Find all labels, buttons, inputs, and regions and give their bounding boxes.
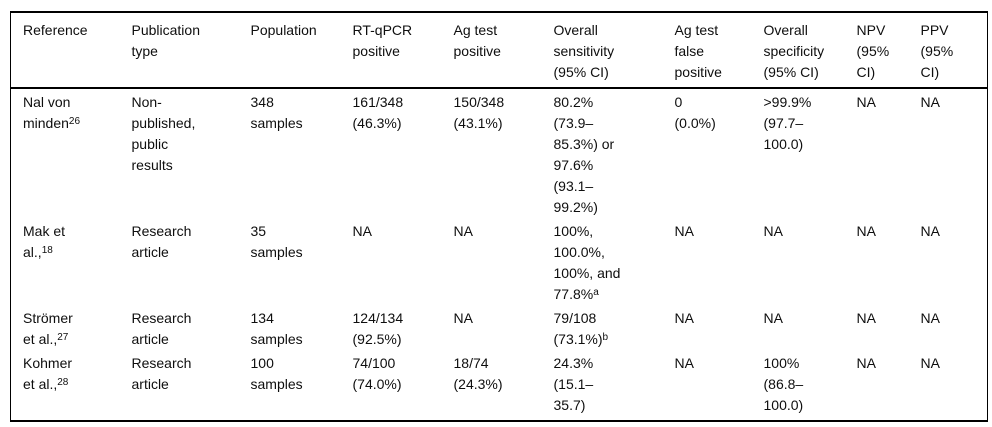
superscript-note: b bbox=[602, 331, 609, 343]
superscript-note: 18 bbox=[41, 244, 53, 256]
table-cell: 35 samples bbox=[250, 223, 303, 260]
table-cell: 124/134 (92.5%) bbox=[352, 310, 404, 347]
table-cell: NA bbox=[674, 223, 694, 239]
superscript-note: 26 bbox=[68, 115, 81, 127]
header-row: Reference Publication type Population RT-qPC… bbox=[10, 12, 988, 89]
table-cell: 100 samples bbox=[250, 355, 303, 392]
column-header: NPV (95% CI) bbox=[856, 12, 921, 89]
table-cell: >99.9% (97.7– 100.0) bbox=[763, 94, 812, 152]
table-body: Nal von minden26 Non-published, public resul… bbox=[11, 88, 988, 421]
table-cell: NA bbox=[674, 355, 694, 371]
table-cell: Research article bbox=[131, 355, 192, 392]
table-cell: NA bbox=[453, 310, 473, 326]
table-cell: 24.3% (15.1– 35.7) bbox=[553, 355, 594, 413]
table-cell: NA bbox=[920, 310, 940, 326]
table-cell: 18/74 (24.3%) bbox=[453, 355, 503, 392]
superscript-note: a bbox=[593, 286, 599, 298]
table-cell: Nal von minden26 bbox=[23, 94, 81, 131]
column-header: Population bbox=[250, 12, 353, 89]
table-cell: NA bbox=[856, 355, 876, 371]
column-header: Ag test positive bbox=[453, 12, 554, 89]
table-cell: NA bbox=[763, 223, 783, 239]
table-row: Kohmer et al.,28 Research article 100 samples… bbox=[11, 350, 988, 421]
column-header: Ag test false positive bbox=[674, 12, 764, 89]
table-row: Strömer et al.,27 Research article 134 sample… bbox=[11, 305, 988, 350]
column-header: Publication type bbox=[131, 12, 251, 89]
table-header: Reference Publication type Population RT-qPC… bbox=[10, 12, 988, 89]
column-header: Reference bbox=[10, 12, 132, 89]
superscript-note: 28 bbox=[57, 376, 69, 388]
results-table: Reference Publication type Population RT-qPC… bbox=[10, 11, 988, 422]
table-cell: 161/348 (46.3%) bbox=[352, 94, 404, 131]
table-cell: 348 samples bbox=[250, 94, 303, 131]
table-cell: 0 (0.0%) bbox=[674, 94, 716, 131]
table-cell: NA bbox=[856, 94, 876, 110]
column-header: PPV (95% CI) bbox=[920, 12, 988, 89]
table-cell: NA bbox=[856, 223, 876, 239]
table-cell: 79/108 (73.1%)b bbox=[553, 310, 609, 347]
table-cell: NA bbox=[674, 310, 694, 326]
table-cell: NA bbox=[920, 223, 940, 239]
table-row: Nal von minden26 Non-published, public resul… bbox=[11, 88, 988, 218]
table-cell: Research article bbox=[131, 223, 192, 260]
table-container: Reference Publication type Population RT-qPC… bbox=[10, 11, 988, 422]
column-header: RT-qPCR positive bbox=[352, 12, 454, 89]
table-cell: 100%, 100.0%, 100%, and 77.8%a bbox=[553, 223, 621, 302]
superscript-note: 27 bbox=[57, 331, 69, 343]
table-cell: NA bbox=[763, 310, 783, 326]
table-cell: 134 samples bbox=[250, 310, 303, 347]
table-cell: NA bbox=[920, 94, 940, 110]
table-cell: Strömer et al.,27 bbox=[23, 310, 73, 347]
table-cell: NA bbox=[453, 223, 473, 239]
table-cell: 150/348 (43.1%) bbox=[453, 94, 505, 131]
table-cell: Mak et al.,18 bbox=[23, 223, 66, 260]
column-header: Overall sensitivity (95% CI) bbox=[553, 12, 675, 89]
table-cell: Non-published, public results bbox=[131, 94, 196, 173]
table-cell: 74/100 (74.0%) bbox=[352, 355, 402, 392]
column-header: Overall specificity (95% CI) bbox=[763, 12, 857, 89]
table-cell: NA bbox=[920, 355, 940, 371]
table-cell: NA bbox=[352, 223, 372, 239]
table-row: Mak et al.,18 Research article 35 samples NA NA… bbox=[11, 218, 988, 305]
table-cell: 100% (86.8– 100.0) bbox=[763, 355, 804, 413]
table-cell: 80.2% (73.9– 85.3%) or 97.6% (93.1– 99.2%) bbox=[553, 94, 615, 215]
table-cell: Research article bbox=[131, 310, 192, 347]
table-cell: Kohmer et al.,28 bbox=[23, 355, 73, 392]
table-cell: NA bbox=[856, 310, 876, 326]
